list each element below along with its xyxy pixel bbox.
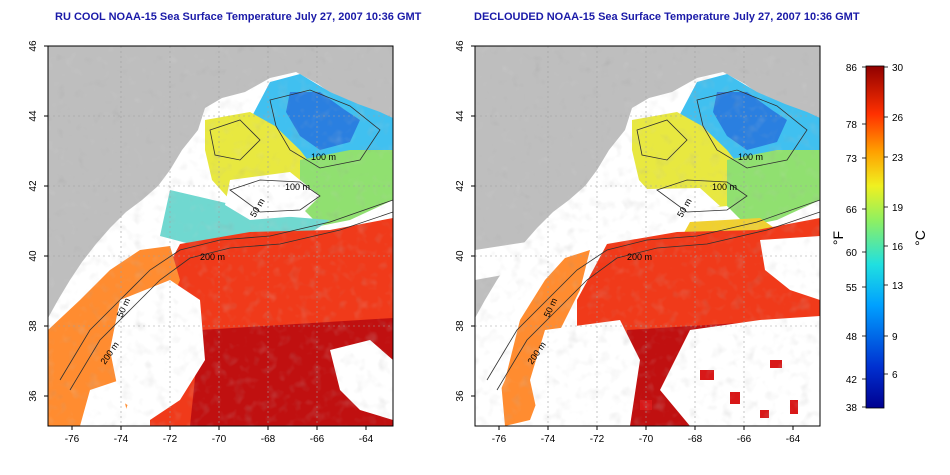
right-xtick-76: -76	[492, 434, 507, 445]
left-xtick-66: -66	[310, 434, 325, 445]
left-ytick-44: 44	[28, 110, 39, 122]
colorbar-f-66: 66	[846, 205, 858, 216]
right-map-title: DECLOUDED NOAA-15 Sea Surface Temperatur…	[474, 11, 860, 23]
colorbar-c-6: 6	[892, 370, 898, 381]
right-ytick-36: 36	[455, 390, 466, 402]
colorbar-celsius-unit: °C	[912, 230, 928, 246]
right-sst-field: 100 m 100 m 50 m 200 m 50 m 200 m	[475, 46, 820, 426]
left-ytick-36: 36	[28, 390, 39, 402]
colorbar-fahrenheit-ticks	[862, 66, 866, 408]
left-sst-field: 100 m 100 m 50 m 200 m 50 m 200 m	[48, 46, 393, 426]
left-xtick-64: -64	[359, 434, 374, 445]
left-y-axis: 46 44 42 40 38 36	[28, 40, 48, 402]
colorbar-f-73: 73	[846, 154, 858, 165]
right-xtick-70: -70	[639, 434, 654, 445]
left-map-title: RU COOL NOAA-15 Sea Surface Temperature …	[55, 11, 422, 23]
right-texture	[475, 46, 820, 426]
colorbar-c-16: 16	[892, 242, 904, 253]
left-contour-label-1: 100 m	[311, 152, 336, 162]
temperature-colorbar: 86 78 73 66 60 55 48 42 38 30 26 23 19 1…	[830, 63, 928, 414]
colorbar-c-13: 13	[892, 281, 904, 292]
colorbar-f-48: 48	[846, 332, 858, 343]
colorbar-c-9: 9	[892, 332, 898, 343]
left-contour-label-4: 200 m	[200, 252, 225, 262]
right-ytick-38: 38	[455, 320, 466, 332]
left-texture	[48, 46, 393, 426]
colorbar-c-19: 19	[892, 203, 904, 214]
colorbar-c-30: 30	[892, 63, 904, 74]
left-ytick-46: 46	[28, 40, 39, 52]
colorbar-f-86: 86	[846, 63, 858, 74]
right-contour-label-4: 200 m	[627, 252, 652, 262]
colorbar-c-23: 23	[892, 153, 904, 164]
right-contour-label-1: 100 m	[738, 152, 763, 162]
colorbar-f-60: 60	[846, 248, 858, 259]
right-map-panel: 100 m 100 m 50 m 200 m 50 m 200 m 46 44 …	[455, 40, 821, 445]
right-y-axis: 46 44 42 40 38 36	[455, 40, 475, 402]
left-bathymetry-contours	[59, 89, 393, 391]
colorbar-fahrenheit-unit: °F	[830, 231, 846, 245]
right-ytick-44: 44	[455, 110, 466, 122]
left-x-axis: -76 -74 -72 -70 -68 -66 -64	[65, 426, 374, 445]
right-x-axis: -76 -74 -72 -70 -68 -66 -64	[492, 426, 801, 445]
colorbar-gradient	[865, 65, 885, 409]
left-contour-label-2: 100 m	[285, 182, 310, 192]
right-xtick-64: -64	[786, 434, 801, 445]
left-xtick-72: -72	[163, 434, 178, 445]
right-xtick-66: -66	[737, 434, 752, 445]
right-ytick-42: 42	[455, 180, 466, 192]
right-map-border	[474, 45, 821, 427]
left-map-panel: 100 m 100 m 50 m 200 m 50 m 200 m 46 44 …	[28, 40, 394, 445]
colorbar-f-42: 42	[846, 375, 858, 386]
right-xtick-72: -72	[590, 434, 605, 445]
right-xtick-74: -74	[541, 434, 556, 445]
right-ytick-40: 40	[455, 250, 466, 262]
colorbar-f-78: 78	[846, 120, 858, 131]
left-xtick-70: -70	[212, 434, 227, 445]
left-ytick-42: 42	[28, 180, 39, 192]
left-xtick-74: -74	[114, 434, 129, 445]
left-xtick-68: -68	[261, 434, 276, 445]
right-xtick-68: -68	[688, 434, 703, 445]
colorbar-c-26: 26	[892, 113, 904, 124]
colorbar-f-55: 55	[846, 283, 858, 294]
colorbar-celsius-ticks	[884, 66, 888, 375]
colorbar-f-38: 38	[846, 403, 858, 414]
left-ytick-40: 40	[28, 250, 39, 262]
left-ytick-38: 38	[28, 320, 39, 332]
left-map-border	[47, 45, 394, 427]
right-ytick-46: 46	[455, 40, 466, 52]
left-xtick-76: -76	[65, 434, 80, 445]
right-bathymetry-contours	[486, 89, 820, 391]
right-contour-label-2: 100 m	[712, 182, 737, 192]
